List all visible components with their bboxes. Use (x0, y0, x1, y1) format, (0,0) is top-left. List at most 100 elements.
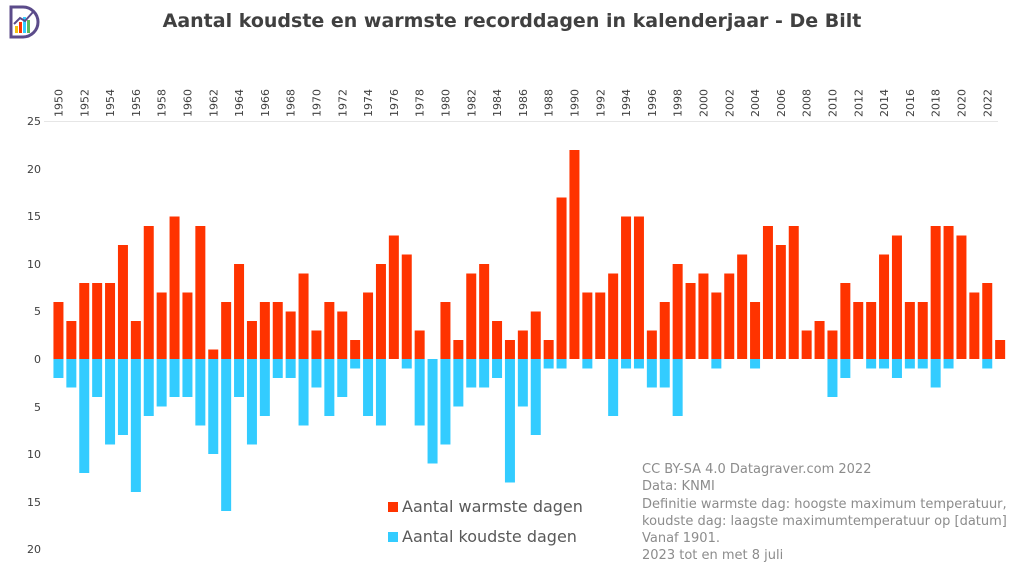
bar-warm (375, 264, 386, 359)
bar-warm (92, 283, 103, 359)
bar-cold (659, 359, 670, 388)
bar-cold (246, 359, 257, 445)
bar-cold (79, 359, 90, 473)
x-tick-label: 1968 (285, 89, 298, 117)
bar-cold (311, 359, 322, 388)
bar-cold (143, 359, 154, 416)
bar-cold (169, 359, 180, 397)
bar-cold (556, 359, 567, 369)
bar-warm (350, 340, 361, 359)
bar-cold (517, 359, 528, 407)
bar-warm (633, 216, 644, 359)
bar-warm (621, 216, 632, 359)
x-tick-label: 1972 (336, 89, 349, 117)
bar-cold (324, 359, 335, 416)
x-tick-label: 1960 (181, 89, 194, 117)
credits-line: 2023 tot en met 8 juli (642, 548, 784, 564)
bar-warm (169, 216, 180, 359)
bar-cold (633, 359, 644, 369)
bar-warm (530, 311, 541, 359)
x-tick-label: 1984 (491, 89, 504, 117)
bar-warm (130, 321, 141, 359)
bar-cold (621, 359, 632, 369)
x-tick-label: 1950 (52, 89, 65, 117)
bar-warm (285, 311, 296, 359)
bar-cold (453, 359, 464, 407)
legend-swatch-warm (388, 502, 398, 512)
bar-warm (995, 340, 1006, 359)
bar-warm (827, 330, 838, 359)
x-tick-label: 1974 (362, 89, 375, 117)
bar-warm (801, 330, 812, 359)
bar-warm (66, 321, 77, 359)
bar-warm (982, 283, 993, 359)
x-tick-label: 2016 (904, 89, 917, 117)
bar-warm (363, 292, 374, 359)
bar-cold (982, 359, 993, 369)
x-tick-label: 1976 (388, 89, 401, 117)
bar-warm (582, 292, 593, 359)
bar-cold (917, 359, 928, 369)
bar-cold (401, 359, 412, 369)
bar-warm (595, 292, 606, 359)
chart-title: Aantal koudste en warmste recorddagen in… (162, 10, 862, 32)
bar-cold (272, 359, 283, 378)
bar-warm (195, 226, 206, 359)
bar-warm (414, 330, 425, 359)
bar-warm (866, 302, 877, 359)
bar-warm (182, 292, 193, 359)
bar-cold (543, 359, 554, 369)
x-tick-label: 2022 (981, 89, 994, 117)
bar-cold (943, 359, 954, 369)
x-tick-label: 2018 (930, 89, 943, 117)
bar-cold (285, 359, 296, 378)
y-tick-label: 15 (27, 210, 41, 223)
x-tick-label: 1996 (646, 89, 659, 117)
legend-swatch-cold (388, 532, 398, 542)
bar-warm (479, 264, 490, 359)
bar-warm (466, 273, 477, 359)
bar-warm (891, 235, 902, 359)
bar-warm (750, 302, 761, 359)
bar-cold (492, 359, 503, 378)
bar-cold (904, 359, 915, 369)
bar-warm (646, 330, 657, 359)
y-tick-label: 25 (27, 115, 41, 128)
legend-label-warm: Aantal warmste dagen (402, 497, 583, 516)
bar-warm (492, 321, 503, 359)
bar-cold (427, 359, 438, 464)
bar-cold (672, 359, 683, 416)
bar-warm (517, 330, 528, 359)
bar-cold (208, 359, 219, 454)
bar-warm (504, 340, 515, 359)
bar-warm (969, 292, 980, 359)
bar-cold (337, 359, 348, 397)
bar-warm (672, 264, 683, 359)
bar-cold (66, 359, 77, 388)
bar-cold (711, 359, 722, 369)
bar-cold (750, 359, 761, 369)
datagraver-logo (9, 5, 40, 39)
bar-warm (208, 349, 219, 359)
x-tick-label: 1998 (672, 89, 685, 117)
bar-cold (827, 359, 838, 397)
x-tick-label: 2002 (723, 89, 736, 117)
bar-cold (53, 359, 64, 378)
bar-warm (737, 254, 748, 359)
x-tick-label: 2004 (749, 89, 762, 117)
bar-cold (891, 359, 902, 378)
credits-line: Data: KNMI (642, 479, 715, 495)
x-tick-label: 1964 (233, 89, 246, 117)
bar-cold (840, 359, 851, 378)
bar-warm (685, 283, 696, 359)
x-tick-label: 2014 (878, 89, 891, 117)
bar-cold (646, 359, 657, 388)
chart-legend: Aantal warmste dagen Aantal koudste dage… (388, 497, 583, 557)
bar-cold (130, 359, 141, 492)
bar-warm (543, 340, 554, 359)
bar-cold (582, 359, 593, 369)
legend-item-cold: Aantal koudste dagen (388, 527, 583, 549)
credits-line: Definitie warmste dag: hoogste maximum t… (642, 496, 1007, 512)
bar-cold (879, 359, 890, 369)
